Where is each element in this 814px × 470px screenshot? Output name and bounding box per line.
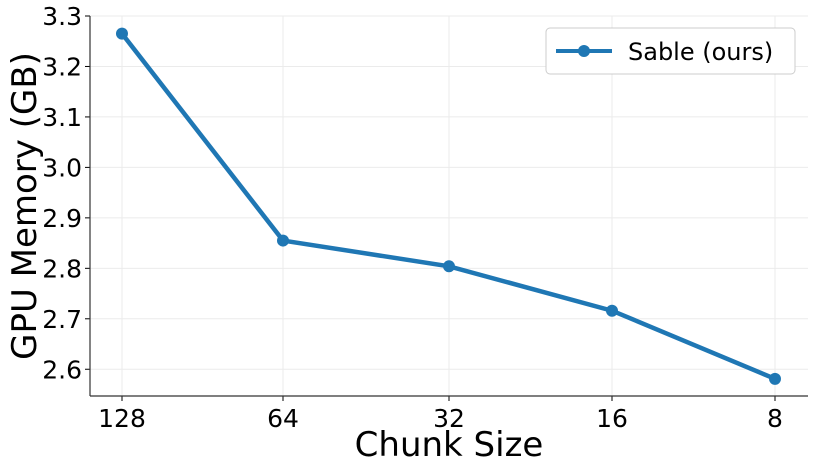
y-tick-label: 2.7	[42, 305, 82, 334]
x-tick-label: 8	[767, 404, 783, 433]
x-tick-label: 64	[267, 404, 299, 433]
y-tick-label: 3.1	[42, 103, 82, 132]
x-axis-label: Chunk Size	[355, 425, 544, 465]
data-point	[769, 372, 781, 385]
y-tick-label: 2.6	[42, 355, 82, 384]
legend: Sable (ours)	[545, 27, 796, 75]
x-tick-label: 16	[596, 404, 628, 433]
legend-marker	[578, 45, 590, 57]
data-point	[443, 260, 455, 273]
legend-label: Sable (ours)	[628, 38, 773, 66]
data-point	[116, 27, 128, 40]
y-tick-label: 3.3	[42, 2, 82, 31]
y-axis-label: GPU Memory (GB)	[5, 52, 45, 360]
y-tick-label: 2.9	[42, 204, 82, 233]
y-tick-label: 3.2	[42, 52, 82, 81]
y-tick-label: 3.0	[42, 153, 82, 182]
y-tick-label: 2.8	[42, 254, 82, 283]
data-point	[606, 304, 618, 317]
data-point	[277, 234, 289, 247]
x-tick-label: 128	[98, 404, 146, 433]
x-tick-label: 32	[433, 404, 465, 433]
